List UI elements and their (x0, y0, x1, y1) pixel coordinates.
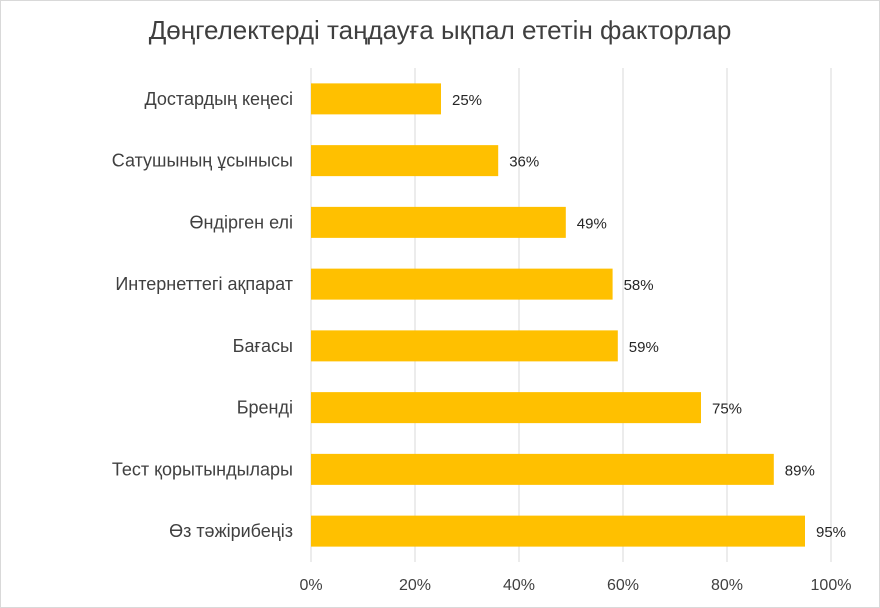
data-label: 75% (712, 401, 742, 418)
bar (311, 83, 441, 115)
data-label: 89% (785, 462, 815, 479)
bar (311, 330, 618, 362)
bar (311, 392, 701, 424)
bar (311, 268, 613, 300)
data-label: 58% (624, 277, 654, 294)
data-label: 36% (509, 154, 539, 171)
category-label: Бағасы (233, 336, 293, 356)
category-label: Бренді (237, 398, 293, 418)
data-label: 95% (816, 524, 846, 541)
category-label: Өз тәжірибеңіз (169, 521, 293, 541)
category-label: Тест қорытындылары (112, 459, 293, 479)
x-tick-label: 60% (607, 577, 639, 594)
category-label: Сатушының ұсынысы (112, 151, 293, 171)
category-label: Достардың кеңесі (145, 89, 293, 109)
x-tick-label: 40% (503, 577, 535, 594)
category-label: Интернеттегі ақпарат (115, 274, 293, 294)
data-label: 49% (577, 215, 607, 232)
data-label: 25% (452, 92, 482, 109)
bar (311, 515, 805, 547)
data-label: 59% (629, 339, 659, 356)
category-label: Өндірген елі (190, 212, 294, 232)
x-tick-label: 0% (299, 577, 322, 594)
bar (311, 453, 774, 485)
bar (311, 145, 499, 177)
chart-title: Дөңгелектерді таңдауға ықпал ететін факт… (148, 15, 732, 45)
x-tick-label: 80% (711, 577, 743, 594)
bar (311, 206, 566, 238)
x-tick-label: 100% (811, 577, 852, 594)
x-tick-label: 20% (399, 577, 431, 594)
